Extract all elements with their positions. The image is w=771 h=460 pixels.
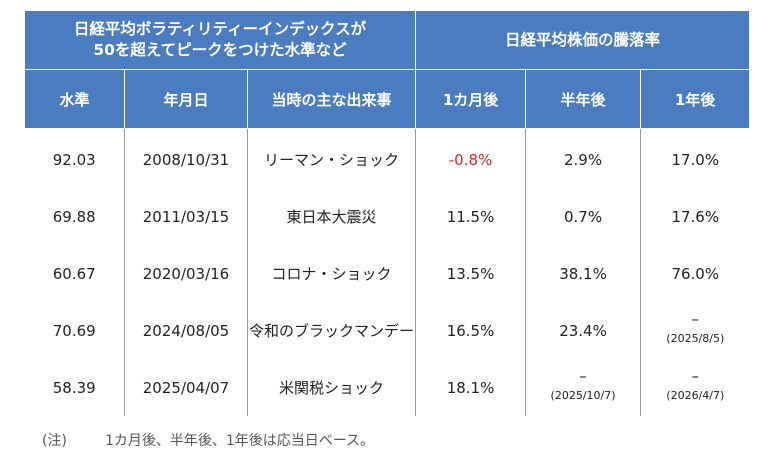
cell-date: 2008/10/31 — [124, 128, 248, 188]
header-group-row: 日経平均ボラティリティーインデックスが 50を超えてピークをつけた水準など 日経… — [23, 10, 751, 70]
cell-6m-return: – (2025/10/7) — [525, 359, 642, 416]
header-columns-row: 水準 年月日 当時の主な出来事 1カ月後 半年後 1年後 — [24, 69, 751, 129]
cell-1y-return: 17.0% — [671, 150, 720, 169]
table-row: 92.03 2008/10/31 リーマン・ショック -0.8% 2.9% 17… — [24, 128, 750, 188]
cell-level: 60.67 — [24, 245, 125, 302]
cell-1m-return: -0.8% — [415, 128, 527, 188]
col-header-level: 水準 — [24, 69, 125, 129]
header-vix-group-line1: 日経平均ボラティリティーインデックスが — [73, 20, 367, 38]
cell-1y-return: – (2026/4/7) — [641, 359, 750, 416]
pending-dash: – — [691, 310, 700, 328]
col-header-1y: 1年後 — [640, 69, 751, 129]
cell-6m-return: 2.9% — [525, 128, 642, 188]
table-row: 69.88 2011/03/15 東日本大震災 11.5% 0.7% 17.6% — [24, 188, 750, 245]
cell-event: コロナ・ショック — [247, 245, 417, 302]
cell-1y-return: – (2025/8/5) — [641, 302, 750, 359]
header-return-group: 日経平均株価の騰落率 — [415, 10, 751, 70]
col-header-6m: 半年後 — [525, 69, 642, 129]
cell-level: 92.03 — [24, 128, 125, 188]
table-row: 58.39 2025/04/07 米関税ショック 18.1% – (2025/1… — [24, 359, 750, 416]
cell-1m-return: 11.5% — [415, 188, 527, 245]
cell-level: 58.39 — [24, 359, 125, 416]
pending-date-note: (2026/4/7) — [666, 389, 725, 402]
footnote: (注) 1カ月後、半年後、1年後は応当日ベース。 — [42, 430, 374, 450]
cell-date: 2024/08/05 — [124, 302, 248, 359]
pending-dash: – — [579, 367, 587, 385]
cell-event: 令和のブラックマンデー — [247, 302, 417, 359]
footnote-label: (注) — [42, 433, 67, 449]
cell-date: 2011/03/15 — [124, 188, 248, 245]
cell-6m-return: 38.1% — [525, 245, 642, 302]
pending-date-note: (2025/8/5) — [666, 332, 725, 345]
cell-date: 2025/04/07 — [124, 359, 248, 416]
pending-date-note: (2025/10/7) — [550, 389, 616, 402]
table-row: 60.67 2020/03/16 コロナ・ショック 13.5% 38.1% 76… — [24, 245, 750, 302]
cell-1y-return: 17.6% — [671, 207, 720, 226]
header-vix-group: 日経平均ボラティリティーインデックスが 50を超えてピークをつけた水準など — [23, 10, 417, 70]
table-row: 70.69 2024/08/05 令和のブラックマンデー 16.5% 23.4%… — [24, 302, 750, 359]
cell-event: 米関税ショック — [247, 359, 417, 416]
returns-table: 日経平均ボラティリティーインデックスが 50を超えてピークをつけた水準など 日経… — [23, 10, 751, 416]
header-vix-group-line2: 50を超えてピークをつけた水準など — [93, 41, 347, 59]
cell-level: 70.69 — [24, 302, 125, 359]
cell-event: 東日本大震災 — [247, 188, 417, 245]
cell-1y-return: 76.0% — [671, 264, 720, 283]
cell-6m-return: 23.4% — [525, 302, 642, 359]
cell-1m-return: 18.1% — [415, 359, 527, 416]
cell-1m-return: 16.5% — [415, 302, 527, 359]
cell-date: 2020/03/16 — [124, 245, 248, 302]
col-header-1m: 1カ月後 — [415, 69, 527, 129]
col-header-date: 年月日 — [124, 69, 248, 129]
footnote-text: 1カ月後、半年後、1年後は応当日ベース。 — [104, 433, 375, 449]
pending-dash: – — [691, 367, 700, 385]
col-header-event: 当時の主な出来事 — [246, 69, 417, 129]
cell-6m-return: 0.7% — [525, 188, 642, 245]
cell-event: リーマン・ショック — [247, 128, 417, 188]
cell-1m-return: 13.5% — [415, 245, 527, 302]
cell-level: 69.88 — [24, 188, 125, 245]
